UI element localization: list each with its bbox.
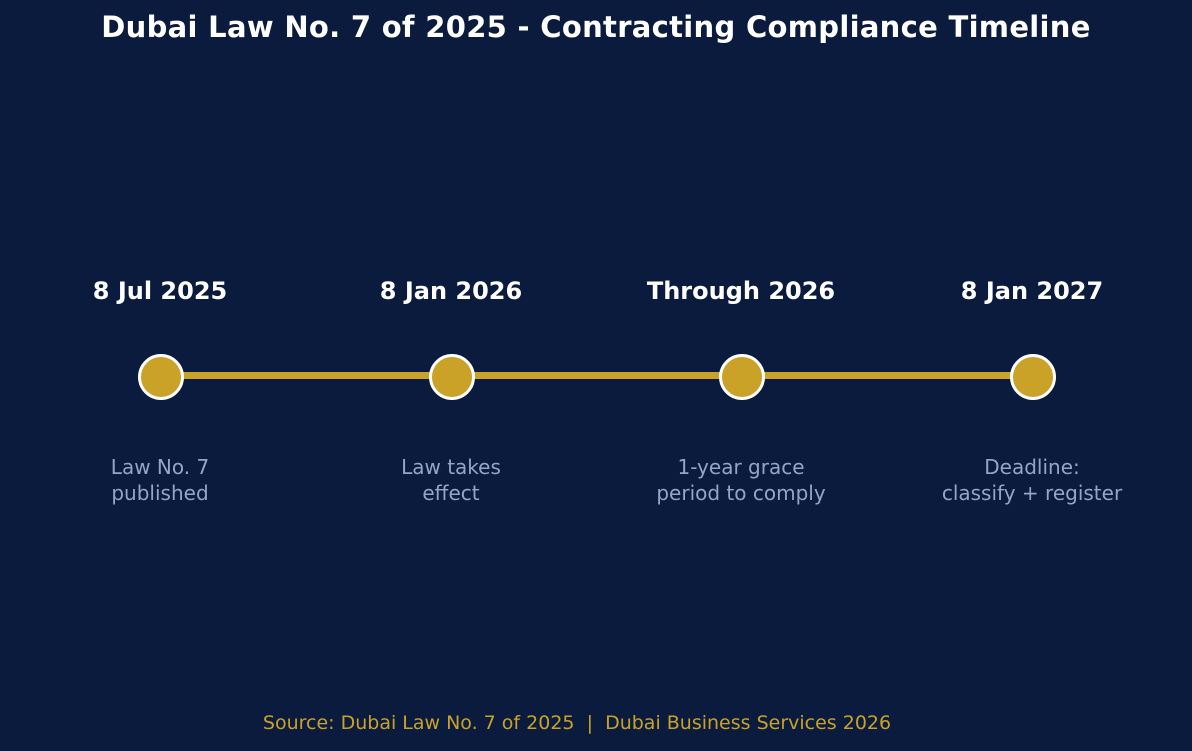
milestone-marker [719,354,765,400]
milestone-description: Law takes effect [401,455,501,505]
page-title: Dubai Law No. 7 of 2025 - Contracting Co… [101,10,1091,44]
milestone-date: 8 Jan 2027 [960,277,1104,305]
milestone-date: 8 Jul 2025 [92,277,228,305]
milestone-date: 8 Jan 2026 [379,277,523,305]
milestone-marker [138,354,184,400]
milestone-description: 1-year grace period to comply [656,455,826,505]
milestone-marker [1010,354,1056,400]
milestone-description: Deadline: classify + register [941,455,1123,505]
timeline-line [160,372,1032,379]
milestone-marker [429,354,475,400]
milestone-date: Through 2026 [646,277,836,305]
source-note: Source: Dubai Law No. 7 of 2025 | Dubai … [262,712,892,734]
milestone-description: Law No. 7 published [110,455,210,505]
